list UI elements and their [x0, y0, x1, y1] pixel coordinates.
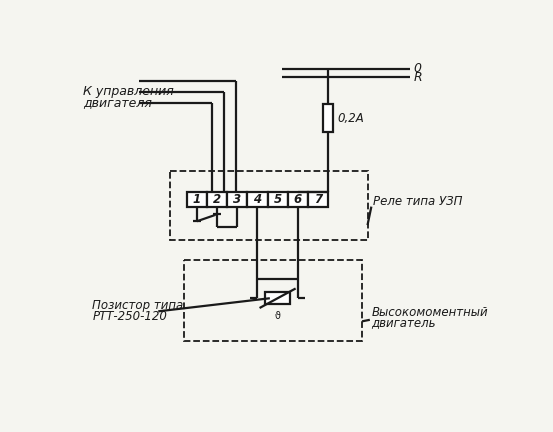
- Text: 0: 0: [413, 62, 421, 75]
- Text: К управления: К управления: [83, 86, 174, 98]
- Text: 0,2А: 0,2А: [337, 111, 364, 124]
- Text: Реле типа УЗП: Реле типа УЗП: [373, 196, 462, 209]
- Bar: [187, 192, 207, 207]
- Text: 4: 4: [253, 193, 262, 206]
- Bar: [170, 171, 368, 241]
- Text: двигателя: двигателя: [83, 96, 152, 109]
- Text: 7: 7: [314, 193, 322, 206]
- Text: ϑ: ϑ: [275, 311, 280, 321]
- Bar: [288, 192, 308, 207]
- Bar: [247, 192, 268, 207]
- Text: R: R: [413, 71, 422, 84]
- Bar: [227, 192, 247, 207]
- Text: двигатель: двигатель: [372, 316, 436, 329]
- Bar: [265, 292, 290, 305]
- Bar: [322, 104, 333, 132]
- Text: 5: 5: [274, 193, 281, 206]
- Text: 6: 6: [294, 193, 302, 206]
- Bar: [207, 192, 227, 207]
- Text: Позистор типа: Позистор типа: [92, 299, 184, 312]
- Text: РТТ-250-120: РТТ-250-120: [92, 310, 167, 323]
- Text: 3: 3: [233, 193, 241, 206]
- Bar: [308, 192, 328, 207]
- Text: Высокомоментный: Высокомоментный: [372, 305, 488, 318]
- Text: 2: 2: [213, 193, 221, 206]
- Bar: [184, 260, 362, 340]
- Text: 1: 1: [193, 193, 201, 206]
- Bar: [268, 192, 288, 207]
